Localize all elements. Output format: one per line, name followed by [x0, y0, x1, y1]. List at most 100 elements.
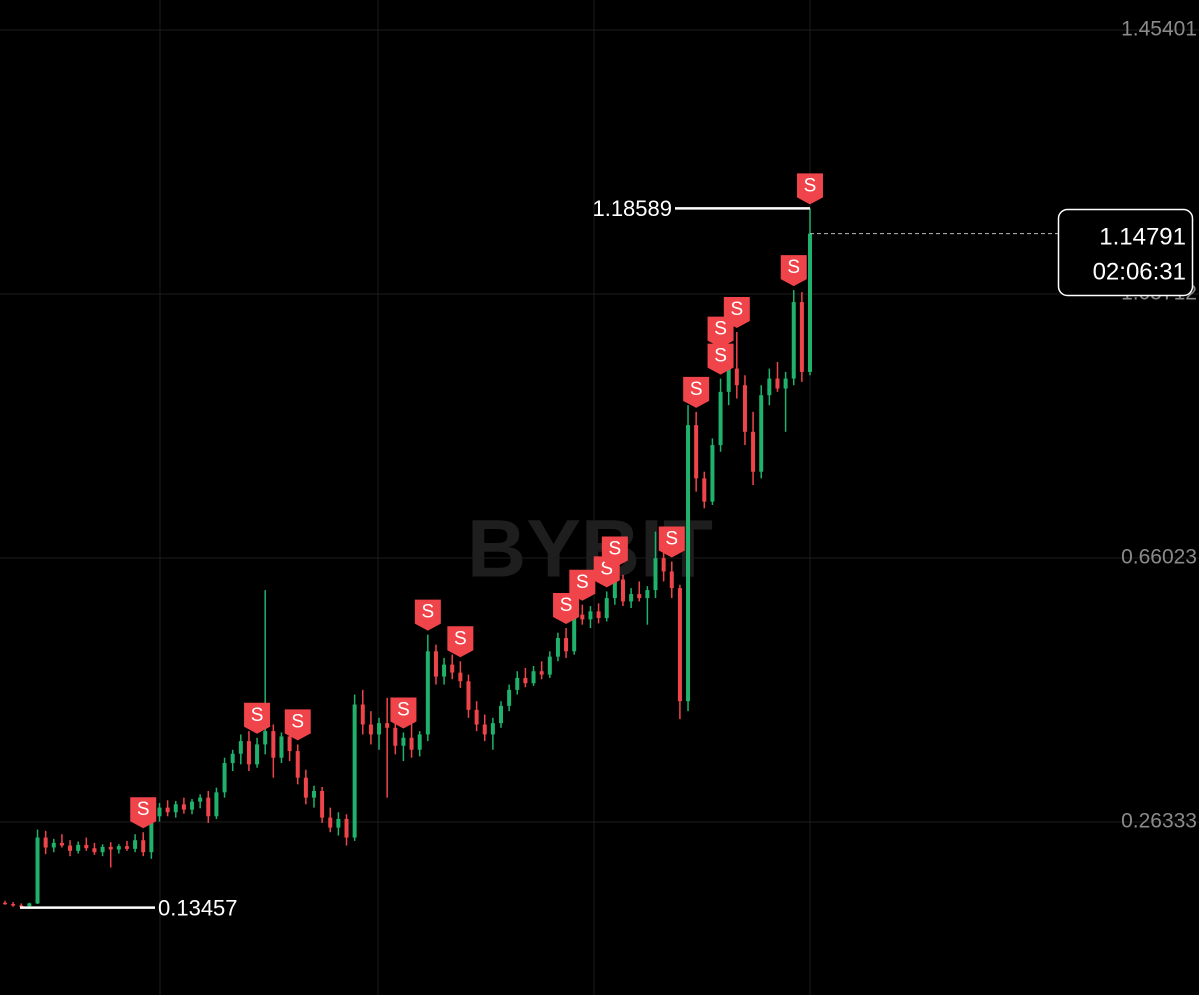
candle-body	[409, 737, 414, 750]
high-label: 1.18589	[592, 196, 672, 221]
candle-body	[401, 737, 406, 746]
candle-body	[141, 840, 146, 853]
candle-body	[726, 368, 731, 392]
candle-body	[564, 637, 569, 652]
candle-body	[669, 571, 674, 589]
sell-marker-shape	[723, 297, 750, 329]
candle-body	[742, 385, 747, 432]
sell-marker-label: S	[560, 595, 573, 616]
sell-marker: S	[244, 702, 271, 734]
candle-body	[246, 741, 251, 765]
candle-body	[620, 579, 625, 602]
sell-marker-shape	[707, 343, 734, 375]
sell-marker: S	[658, 526, 685, 558]
candle-body	[474, 709, 479, 725]
sell-marker: S	[447, 626, 474, 658]
candle-body	[263, 731, 268, 745]
candle-body	[710, 445, 715, 502]
candle-body	[783, 378, 788, 389]
candle-body	[206, 797, 211, 817]
sell-marker-shape	[780, 255, 807, 287]
candle-body	[336, 818, 341, 828]
candle-body	[385, 723, 390, 728]
candle-body	[222, 763, 227, 793]
candle-body	[791, 302, 796, 379]
candle-body	[51, 842, 56, 848]
sell-marker: S	[797, 173, 823, 205]
candle-body	[295, 751, 300, 778]
candle-body	[458, 672, 463, 682]
sell-marker-label: S	[714, 346, 727, 367]
sell-marker-shape	[414, 599, 441, 631]
sell-marker-shape	[447, 626, 474, 658]
sell-marker-shape	[390, 697, 417, 729]
candle-body	[653, 558, 658, 591]
countdown-label: 02:06:31	[1093, 258, 1186, 285]
candle-body	[27, 903, 32, 907]
candle-body	[124, 846, 129, 849]
sell-marker-shape	[284, 709, 311, 741]
candle-body	[555, 637, 560, 657]
candle-body	[368, 724, 373, 735]
candle-body	[588, 611, 593, 620]
candle-body	[490, 723, 495, 735]
sell-marker-label: S	[251, 705, 264, 726]
vertical-grid	[159, 0, 811, 995]
sell-marker-label: S	[714, 319, 727, 340]
candle-body	[344, 818, 349, 838]
candle-body	[580, 614, 585, 620]
candle-body	[311, 790, 316, 798]
candle-body	[279, 736, 284, 758]
sell-marker: S	[601, 536, 628, 568]
sell-marker-label: S	[804, 175, 817, 196]
sell-marker-label: S	[690, 379, 703, 400]
y-tick-label: 0.26333	[1121, 810, 1197, 833]
candle-body	[100, 846, 105, 853]
candle-body	[92, 848, 97, 853]
candle-body	[523, 677, 528, 684]
sell-marker-label: S	[137, 799, 150, 820]
sell-marker-label: S	[421, 602, 434, 623]
candle-body	[287, 736, 292, 752]
candle-body	[238, 741, 243, 754]
candle-body	[629, 594, 634, 602]
candle-body	[108, 846, 113, 850]
candle-body	[255, 744, 260, 765]
sell-marker-shape	[553, 593, 580, 625]
candle-body	[425, 651, 430, 735]
candle-body	[661, 558, 666, 572]
candle-body	[35, 837, 40, 904]
candle-body	[116, 846, 121, 850]
candle-body	[320, 790, 325, 818]
sell-marker: S	[130, 797, 157, 829]
candle-body	[596, 611, 601, 619]
candle-body	[604, 598, 609, 619]
sell-marker: S	[284, 709, 311, 741]
sell-marker-shape	[658, 526, 685, 558]
candle-body	[442, 664, 447, 677]
sell-marker: S	[723, 297, 750, 329]
sell-marker: S	[707, 343, 734, 375]
candle-body	[328, 817, 333, 828]
sell-marker-shape	[707, 316, 734, 348]
candle-body	[499, 705, 504, 724]
sell-marker: S	[569, 569, 596, 601]
candle-body	[482, 724, 487, 735]
sell-marker: S	[780, 255, 807, 287]
candle-body	[466, 681, 471, 710]
candle-body	[84, 844, 89, 849]
candle-body	[11, 904, 16, 906]
candle-body	[181, 804, 186, 810]
candle-body	[133, 840, 138, 849]
candle-body	[694, 425, 699, 479]
candle-body	[645, 590, 650, 599]
candle-body	[547, 656, 552, 675]
sell-marker-shape	[601, 536, 628, 568]
y-tick-label: 1.45401	[1121, 18, 1197, 41]
candle-body	[157, 807, 162, 817]
sell-marker-shape	[683, 376, 710, 408]
candle-body	[352, 704, 357, 838]
last-price-label: 1.14791	[1099, 223, 1186, 250]
sell-marker-label: S	[730, 299, 743, 320]
